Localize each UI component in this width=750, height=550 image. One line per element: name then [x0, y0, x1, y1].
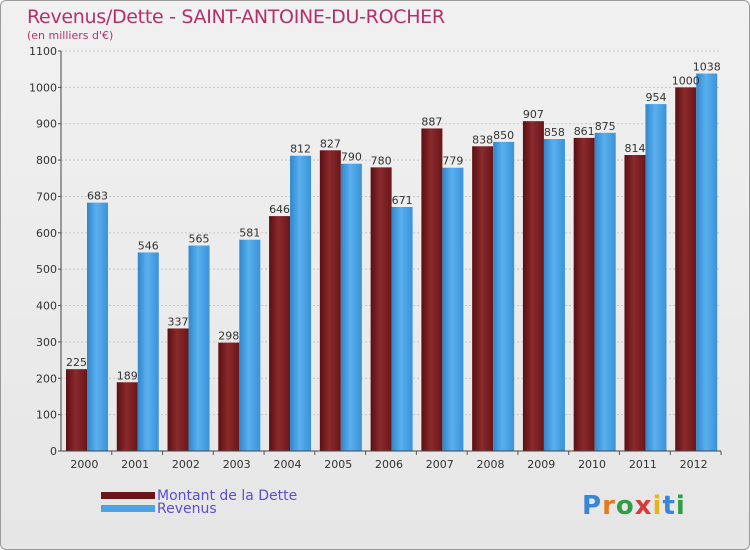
y-tick-label: 700: [36, 190, 57, 203]
proxiti-logo: Proxiti: [582, 491, 686, 521]
logo-letter: i: [652, 491, 663, 521]
x-tick-label: 2007: [426, 458, 454, 471]
bar-revenus: [594, 132, 616, 451]
data-label-revenus: 581: [239, 227, 260, 240]
x-tick-label: 2001: [121, 458, 149, 471]
x-tick-label: 2003: [223, 458, 251, 471]
data-label-revenus: 790: [341, 151, 362, 164]
y-tick-label: 600: [36, 227, 57, 240]
data-label-dette: 887: [421, 115, 442, 128]
bar-dette: [167, 328, 189, 451]
y-tick-label: 800: [36, 154, 57, 167]
data-label-dette: 838: [472, 133, 493, 146]
chart-title: Revenus/Dette - SAINT-ANTOINE-DU-ROCHER: [27, 6, 445, 28]
logo-letter: r: [602, 491, 616, 521]
bar-dette: [573, 137, 595, 451]
x-tick-label: 2012: [680, 458, 708, 471]
legend-label-revenus: Revenus: [157, 501, 217, 517]
bar-revenus: [188, 245, 210, 451]
bar-revenus: [493, 141, 515, 451]
bar-dette: [472, 146, 494, 452]
data-label-dette: 907: [523, 108, 544, 121]
bar-revenus: [442, 167, 464, 451]
data-label-revenus: 546: [138, 239, 159, 252]
bar-revenus: [543, 139, 565, 451]
data-label-revenus: 812: [290, 143, 311, 156]
bar-dette: [421, 128, 443, 452]
data-label-revenus: 565: [189, 233, 210, 246]
y-tick-label: 300: [36, 336, 57, 349]
data-label-revenus: 954: [645, 91, 666, 104]
legend-label-dette: Montant de la Dette: [157, 488, 298, 504]
bar-revenus: [239, 239, 261, 451]
data-label-dette: 827: [320, 137, 341, 150]
bar-dette: [269, 216, 291, 451]
logo-letter: i: [675, 491, 686, 521]
logo-letter: t: [662, 491, 676, 521]
data-label-revenus: 858: [544, 126, 565, 139]
legend-swatch-dette: [101, 492, 155, 499]
data-label-revenus: 779: [442, 155, 463, 168]
data-label-revenus: 1038: [693, 61, 721, 74]
y-tick-label: 200: [36, 372, 57, 385]
y-tick-label: 1100: [29, 45, 57, 58]
data-label-dette: 646: [269, 203, 290, 216]
logo-letter: o: [615, 491, 635, 521]
x-tick-label: 2005: [324, 458, 352, 471]
x-tick-label: 2010: [578, 458, 606, 471]
chart-subtitle: (en milliers d'€): [27, 29, 114, 42]
bar-dette: [319, 150, 341, 452]
x-tick-label: 2006: [375, 458, 403, 471]
data-label-dette: 225: [66, 356, 87, 369]
bar-dette: [522, 121, 544, 451]
y-tick-label: 500: [36, 263, 57, 276]
bar-dette: [66, 369, 87, 451]
data-label-dette: 298: [218, 330, 239, 343]
bar-dette: [116, 382, 138, 451]
data-label-dette: 861: [574, 125, 595, 138]
x-tick-label: 2000: [70, 458, 98, 471]
bar-dette: [218, 342, 240, 451]
logo-letter: P: [582, 491, 603, 521]
bar-revenus: [137, 252, 159, 451]
y-tick-label: 1000: [29, 81, 57, 94]
bar-revenus: [87, 202, 108, 451]
y-tick-label: 900: [36, 118, 57, 131]
bar-revenus: [290, 155, 312, 451]
data-label-revenus: 850: [493, 129, 514, 142]
data-label-dette: 189: [117, 369, 138, 382]
logo-letter: x: [634, 491, 653, 521]
data-label-dette: 337: [168, 315, 189, 328]
bar-dette: [370, 167, 392, 451]
legend-swatch-revenus: [101, 505, 155, 512]
bar-dette: [624, 155, 646, 451]
bar-revenus: [391, 207, 413, 451]
x-tick-label: 2004: [273, 458, 301, 471]
data-label-revenus: 875: [595, 120, 616, 133]
bar-revenus: [696, 73, 718, 451]
y-tick-label: 100: [36, 409, 57, 422]
bar-revenus: [340, 163, 362, 451]
x-tick-label: 2009: [527, 458, 555, 471]
y-tick-label: 0: [50, 445, 57, 458]
data-label-revenus: 683: [87, 190, 108, 203]
data-label-dette: 814: [624, 142, 645, 155]
bar-dette: [675, 87, 697, 451]
y-tick-label: 400: [36, 300, 57, 313]
x-tick-label: 2002: [172, 458, 200, 471]
bar-revenus: [645, 104, 667, 451]
data-label-revenus: 671: [392, 194, 413, 207]
data-label-dette: 780: [371, 154, 392, 167]
x-tick-label: 2011: [629, 458, 657, 471]
data-label-dette: 1000: [672, 74, 700, 87]
x-tick-label: 2008: [477, 458, 505, 471]
